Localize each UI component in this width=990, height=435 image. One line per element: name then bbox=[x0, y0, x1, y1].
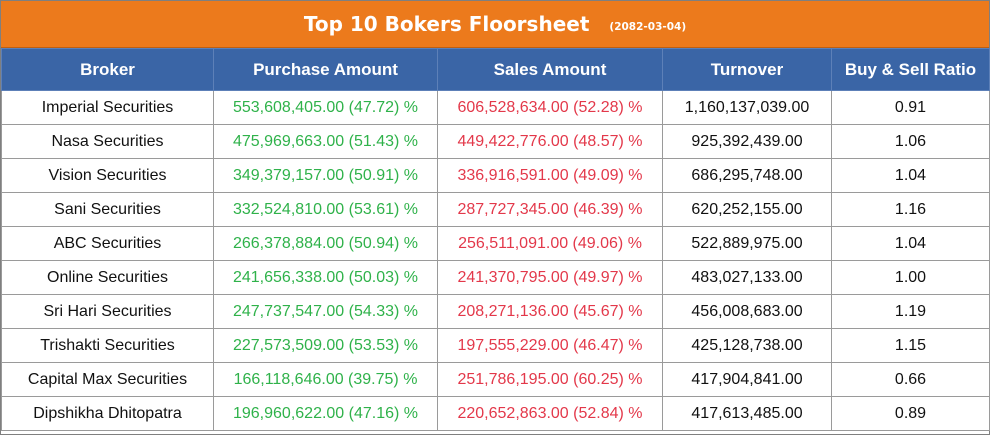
table-header-row: Broker Purchase Amount Sales Amount Turn… bbox=[1, 48, 990, 91]
sales-cell: 287,727,345.00 (46.39) % bbox=[437, 192, 663, 227]
purchase-cell: 247,737,547.00 (54.33) % bbox=[213, 294, 438, 329]
purchase-cell: 475,969,663.00 (51.43) % bbox=[213, 124, 438, 159]
purchase-cell: 332,524,810.00 (53.61) % bbox=[213, 192, 438, 227]
turnover-cell: 925,392,439.00 bbox=[662, 124, 832, 159]
broker-cell: Sani Securities bbox=[1, 192, 214, 227]
turnover-cell: 417,904,841.00 bbox=[662, 362, 832, 397]
turnover-cell: 1,160,137,039.00 bbox=[662, 90, 832, 125]
title-bar: Top 10 Bokers Floorsheet (2082-03-04) bbox=[1, 1, 989, 48]
purchase-cell: 553,608,405.00 (47.72) % bbox=[213, 90, 438, 125]
header-broker: Broker bbox=[1, 48, 214, 91]
broker-cell: Dipshikha Dhitopatra bbox=[1, 396, 214, 431]
table-row: ABC Securities 266,378,884.00 (50.94) % … bbox=[1, 226, 990, 261]
sales-cell: 336,916,591.00 (49.09) % bbox=[437, 158, 663, 193]
ratio-cell: 1.15 bbox=[831, 328, 990, 363]
sales-cell: 449,422,776.00 (48.57) % bbox=[437, 124, 663, 159]
ratio-cell: 1.06 bbox=[831, 124, 990, 159]
sales-cell: 197,555,229.00 (46.47) % bbox=[437, 328, 663, 363]
ratio-cell: 1.00 bbox=[831, 260, 990, 295]
sales-cell: 208,271,136.00 (45.67) % bbox=[437, 294, 663, 329]
turnover-cell: 522,889,975.00 bbox=[662, 226, 832, 261]
table-row: Vision Securities 349,379,157.00 (50.91)… bbox=[1, 158, 990, 193]
table-row: Dipshikha Dhitopatra 196,960,622.00 (47.… bbox=[1, 396, 990, 431]
broker-cell: Capital Max Securities bbox=[1, 362, 214, 397]
turnover-cell: 620,252,155.00 bbox=[662, 192, 832, 227]
broker-cell: ABC Securities bbox=[1, 226, 214, 261]
header-turnover: Turnover bbox=[662, 48, 832, 91]
table-row: Online Securities 241,656,338.00 (50.03)… bbox=[1, 260, 990, 295]
broker-cell: Trishakti Securities bbox=[1, 328, 214, 363]
ratio-cell: 1.04 bbox=[831, 226, 990, 261]
sales-cell: 251,786,195.00 (60.25) % bbox=[437, 362, 663, 397]
table-row: Capital Max Securities 166,118,646.00 (3… bbox=[1, 362, 990, 397]
page-title: Top 10 Bokers Floorsheet bbox=[303, 12, 590, 36]
turnover-cell: 456,008,683.00 bbox=[662, 294, 832, 329]
sales-cell: 256,511,091.00 (49.06) % bbox=[437, 226, 663, 261]
turnover-cell: 425,128,738.00 bbox=[662, 328, 832, 363]
ratio-cell: 0.66 bbox=[831, 362, 990, 397]
purchase-cell: 227,573,509.00 (53.53) % bbox=[213, 328, 438, 363]
table-row: Sani Securities 332,524,810.00 (53.61) %… bbox=[1, 192, 990, 227]
header-sales-amount: Sales Amount bbox=[437, 48, 663, 91]
sales-cell: 241,370,795.00 (49.97) % bbox=[437, 260, 663, 295]
sales-cell: 606,528,634.00 (52.28) % bbox=[437, 90, 663, 125]
table-row: Sri Hari Securities 247,737,547.00 (54.3… bbox=[1, 294, 990, 329]
ratio-cell: 1.16 bbox=[831, 192, 990, 227]
broker-cell: Vision Securities bbox=[1, 158, 214, 193]
sales-cell: 220,652,863.00 (52.84) % bbox=[437, 396, 663, 431]
header-purchase-amount: Purchase Amount bbox=[213, 48, 438, 91]
ratio-cell: 0.91 bbox=[831, 90, 990, 125]
turnover-cell: 417,613,485.00 bbox=[662, 396, 832, 431]
purchase-cell: 196,960,622.00 (47.16) % bbox=[213, 396, 438, 431]
purchase-cell: 166,118,646.00 (39.75) % bbox=[213, 362, 438, 397]
ratio-cell: 1.04 bbox=[831, 158, 990, 193]
broker-cell: Nasa Securities bbox=[1, 124, 214, 159]
turnover-cell: 483,027,133.00 bbox=[662, 260, 832, 295]
ratio-cell: 0.89 bbox=[831, 396, 990, 431]
turnover-cell: 686,295,748.00 bbox=[662, 158, 832, 193]
purchase-cell: 349,379,157.00 (50.91) % bbox=[213, 158, 438, 193]
broker-cell: Imperial Securities bbox=[1, 90, 214, 125]
purchase-cell: 266,378,884.00 (50.94) % bbox=[213, 226, 438, 261]
table-row: Trishakti Securities 227,573,509.00 (53.… bbox=[1, 328, 990, 363]
title-date: (2082-03-04) bbox=[609, 21, 687, 33]
table-row: Nasa Securities 475,969,663.00 (51.43) %… bbox=[1, 124, 990, 159]
brokers-table: Broker Purchase Amount Sales Amount Turn… bbox=[1, 48, 990, 431]
broker-cell: Online Securities bbox=[1, 260, 214, 295]
header-buy-sell-ratio: Buy & Sell Ratio bbox=[831, 48, 990, 91]
table-row: Imperial Securities 553,608,405.00 (47.7… bbox=[1, 90, 990, 125]
ratio-cell: 1.19 bbox=[831, 294, 990, 329]
purchase-cell: 241,656,338.00 (50.03) % bbox=[213, 260, 438, 295]
broker-cell: Sri Hari Securities bbox=[1, 294, 214, 329]
